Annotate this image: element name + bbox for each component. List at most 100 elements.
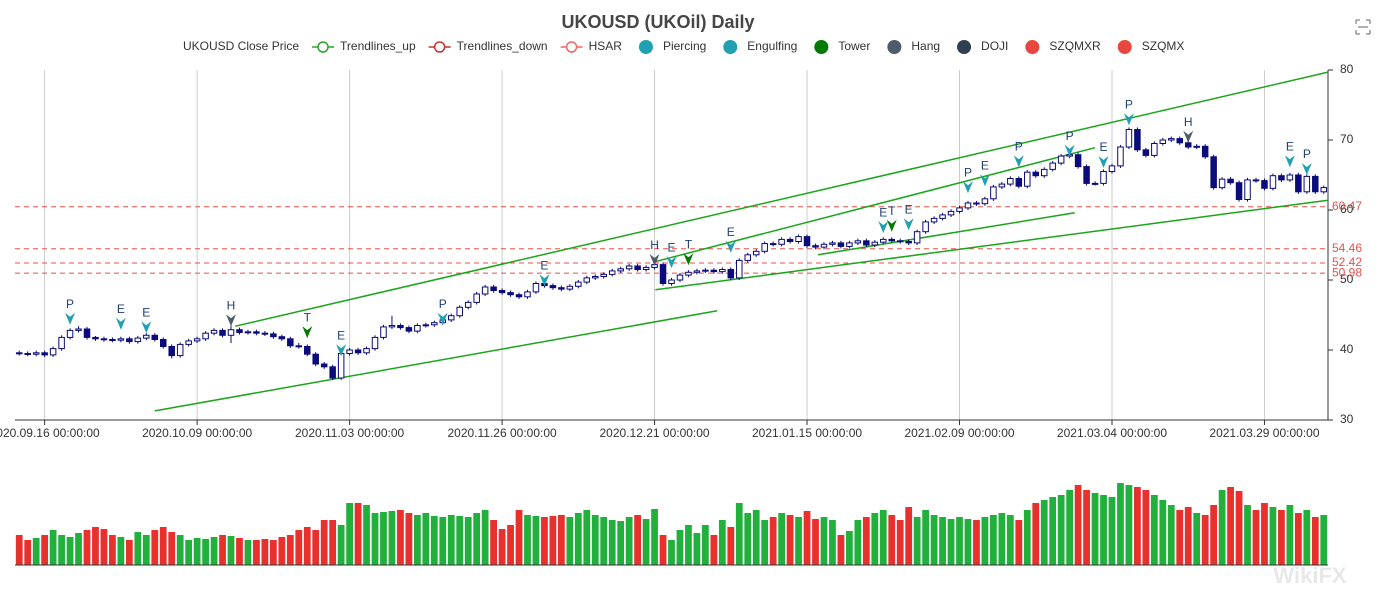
candle-body (100, 338, 108, 341)
volume-bar (990, 515, 997, 565)
candle-body (261, 332, 269, 335)
candle-body (1134, 129, 1141, 151)
candle-body (295, 345, 303, 348)
watermark: WikiFX (1273, 563, 1346, 588)
candle-body (176, 343, 184, 357)
candle-body (592, 276, 599, 279)
toolbox-icon[interactable] (1355, 19, 1371, 35)
volume-bar (490, 520, 497, 565)
signal-label: P (66, 297, 74, 311)
candle-body (388, 325, 396, 328)
volume-bar (752, 510, 760, 565)
volume-bar (439, 517, 447, 565)
candle-body (964, 202, 972, 209)
candle-body (956, 207, 963, 212)
candle-body (1151, 143, 1158, 156)
volume-bar (1269, 507, 1277, 565)
candle-body (75, 328, 82, 331)
volume-bar (1134, 487, 1141, 565)
candle-body (346, 349, 353, 354)
candle-body (990, 186, 997, 200)
volume-bar (1006, 515, 1014, 565)
signal-label: P (1303, 147, 1311, 161)
candle-body (303, 346, 311, 355)
volume-bar (1303, 510, 1311, 565)
volume-bar (651, 509, 658, 565)
volume-bar (1091, 493, 1099, 565)
signal-marker (1183, 130, 1194, 143)
volume-bar (973, 520, 980, 565)
volume-bar (634, 515, 642, 565)
signal-label: T (888, 204, 896, 218)
volume-bar (151, 530, 159, 565)
candle-body (515, 294, 523, 298)
volume-bar (778, 513, 786, 565)
volume-bar (413, 515, 421, 565)
volume-bar (693, 533, 701, 565)
candle-body (871, 241, 879, 246)
volume-bar (1167, 505, 1175, 565)
candle-body (922, 221, 929, 233)
candle-body (1049, 162, 1056, 170)
candle-body (371, 336, 379, 350)
candle-body (896, 240, 904, 243)
signal-marker (962, 181, 973, 194)
candle-body (66, 329, 74, 338)
volume-bar (142, 535, 150, 565)
signal-marker (666, 256, 677, 269)
volume-bar (862, 517, 870, 565)
volume-bar (871, 513, 879, 565)
candle-body (397, 325, 404, 329)
volume-bar (1210, 505, 1218, 565)
signal-marker (1064, 144, 1075, 157)
candle-body (913, 231, 921, 244)
y-tick-label: 30 (1340, 412, 1354, 426)
candle-body (575, 281, 582, 287)
x-tick-label: 2020.10.09 00:00:00 (142, 426, 252, 440)
candle-body (253, 331, 260, 334)
candle-body (693, 270, 701, 273)
x-tick-label: 2020.11.26 00:00:00 (447, 426, 557, 440)
legend-marker (723, 40, 738, 54)
candle-body (1074, 154, 1082, 168)
volume-bar (829, 520, 836, 565)
volume-bar (303, 527, 311, 565)
volume-bar (905, 507, 913, 565)
legend-marker (887, 40, 902, 54)
signal-marker (1013, 155, 1024, 168)
candle-body (109, 339, 116, 341)
signal-label: H (650, 238, 659, 252)
volume-bar (981, 517, 989, 565)
candle-body (668, 279, 675, 284)
volume-bar (820, 517, 828, 565)
volume-bar (337, 525, 345, 565)
candle-body (126, 338, 133, 343)
candle-body (456, 306, 463, 317)
candle-body (769, 243, 777, 246)
candle-body (312, 353, 319, 365)
volume-bar (498, 529, 506, 565)
volume-bar (676, 530, 684, 565)
legend-label: Hang (911, 39, 940, 53)
candle-body (803, 236, 811, 247)
candle-body (1057, 155, 1065, 164)
volume-bar (1184, 507, 1192, 565)
candle-body (744, 254, 751, 261)
candle-body (854, 240, 862, 244)
x-tick-label: 2021.03.29 00:00:00 (1209, 426, 1319, 440)
volume-bar (1278, 510, 1285, 565)
candle-body (58, 336, 65, 350)
volume-bar (1074, 485, 1082, 565)
candle-body (244, 331, 252, 334)
candle-body (24, 353, 31, 355)
candle-body (431, 322, 438, 326)
candle-body (761, 243, 768, 252)
volume-bar (447, 515, 455, 565)
candle-body (1312, 175, 1319, 193)
candle-body (1286, 174, 1294, 181)
volume-bar (1218, 490, 1226, 565)
candle-body (464, 301, 472, 308)
candle-body (837, 242, 845, 247)
volume-bar (15, 535, 23, 565)
volume-bar (363, 505, 370, 565)
